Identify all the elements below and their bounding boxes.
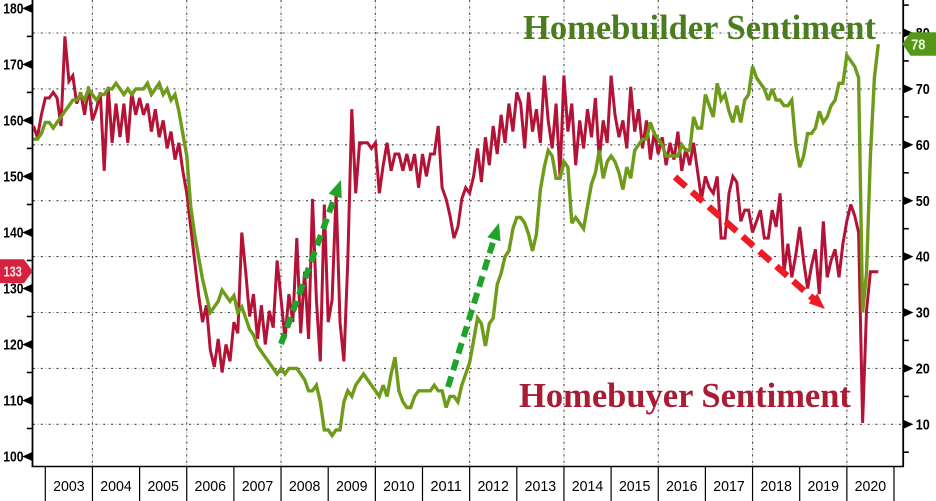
svg-text:140: 140 xyxy=(3,226,23,242)
svg-text:2015: 2015 xyxy=(619,478,651,495)
svg-text:70: 70 xyxy=(916,82,930,98)
svg-text:30: 30 xyxy=(916,306,930,322)
svg-text:2007: 2007 xyxy=(242,478,274,495)
svg-text:78: 78 xyxy=(911,37,925,53)
svg-text:100: 100 xyxy=(3,450,23,466)
svg-text:133: 133 xyxy=(4,264,22,280)
svg-text:2016: 2016 xyxy=(666,478,698,495)
svg-text:2010: 2010 xyxy=(383,478,415,495)
svg-text:2012: 2012 xyxy=(477,478,509,495)
svg-text:Homebuyer Sentiment: Homebuyer Sentiment xyxy=(519,377,851,415)
svg-text:50: 50 xyxy=(916,194,930,210)
svg-text:2020: 2020 xyxy=(855,478,887,495)
svg-text:2017: 2017 xyxy=(713,478,745,495)
svg-text:2005: 2005 xyxy=(147,478,179,495)
svg-text:110: 110 xyxy=(3,394,23,410)
svg-text:20: 20 xyxy=(916,362,930,378)
svg-text:2013: 2013 xyxy=(525,478,557,495)
svg-text:2003: 2003 xyxy=(53,478,85,495)
svg-text:40: 40 xyxy=(916,250,930,266)
svg-text:2019: 2019 xyxy=(808,478,840,495)
svg-text:10: 10 xyxy=(916,417,930,433)
svg-text:180: 180 xyxy=(3,2,23,18)
svg-text:2008: 2008 xyxy=(289,478,321,495)
svg-text:170: 170 xyxy=(3,58,23,74)
svg-text:2009: 2009 xyxy=(336,478,368,495)
svg-text:160: 160 xyxy=(3,114,23,130)
svg-text:2014: 2014 xyxy=(572,478,604,495)
svg-text:120: 120 xyxy=(3,338,23,354)
svg-text:2006: 2006 xyxy=(195,478,227,495)
svg-text:60: 60 xyxy=(916,138,930,154)
svg-text:2011: 2011 xyxy=(430,478,462,495)
svg-text:130: 130 xyxy=(3,282,23,298)
svg-text:2018: 2018 xyxy=(760,478,792,495)
svg-text:2004: 2004 xyxy=(100,478,132,495)
svg-text:150: 150 xyxy=(3,170,23,186)
svg-text:Homebuilder Sentiment: Homebuilder Sentiment xyxy=(523,9,876,47)
